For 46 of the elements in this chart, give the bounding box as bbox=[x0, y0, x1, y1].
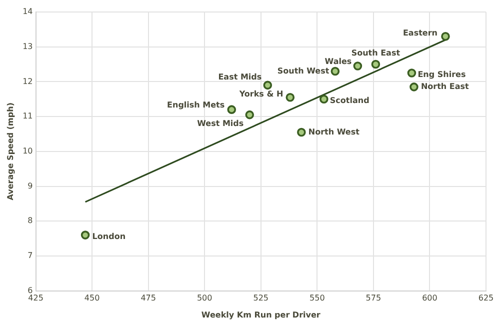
point bbox=[286, 92, 295, 102]
annotation: West Mids bbox=[197, 118, 244, 128]
y-tick-label: 11 bbox=[22, 112, 33, 121]
point bbox=[297, 128, 306, 137]
point bbox=[245, 110, 254, 120]
annotation: South West bbox=[277, 66, 330, 76]
y-tick-label: 7 bbox=[28, 251, 33, 260]
annotation: North East bbox=[420, 82, 470, 92]
x-axis-title: Weekly Km Run per Driver bbox=[201, 310, 320, 320]
annotation: Eastern bbox=[402, 28, 438, 38]
x-tick-label: 600 bbox=[422, 294, 438, 303]
y-tick-label: 9 bbox=[28, 181, 33, 190]
x-tick-label: 575 bbox=[366, 294, 382, 303]
point bbox=[330, 66, 340, 76]
x-tick-label: 425 bbox=[28, 294, 44, 303]
y-tick-label: 12 bbox=[22, 76, 33, 86]
x-tick-label: 500 bbox=[196, 294, 212, 303]
point bbox=[263, 80, 272, 90]
point bbox=[410, 82, 418, 92]
annotation: East Mids bbox=[218, 72, 262, 82]
annotation: South East bbox=[351, 48, 400, 58]
annotation: Eng Shires bbox=[418, 70, 466, 80]
y-axis-title: Average Speed (mph) bbox=[6, 102, 15, 200]
x-tick-label: 475 bbox=[140, 294, 156, 303]
point bbox=[353, 62, 362, 70]
x-tick-label: 550 bbox=[310, 294, 325, 303]
point bbox=[407, 68, 416, 78]
x-tick-label: 625 bbox=[478, 294, 494, 303]
annotation: English Mets bbox=[167, 100, 225, 110]
point bbox=[227, 105, 236, 114]
y-tick-label: 14 bbox=[22, 7, 33, 16]
point bbox=[441, 32, 450, 41]
x-tick-label: 450 bbox=[84, 294, 100, 303]
point bbox=[371, 60, 380, 69]
point bbox=[320, 94, 328, 104]
y-tick-label: 6 bbox=[28, 286, 33, 295]
point bbox=[80, 230, 90, 240]
annotation: Wales bbox=[324, 57, 352, 66]
y-tick-label: 13 bbox=[22, 42, 33, 51]
annotation: Scotland bbox=[330, 96, 370, 106]
annotation: London bbox=[92, 232, 126, 242]
y-tick-label: 8 bbox=[28, 216, 33, 226]
y-tick-label: 10 bbox=[22, 146, 33, 156]
x-tick-label: 525 bbox=[253, 294, 269, 303]
annotation: Yorks & H bbox=[238, 89, 284, 98]
annotation: North West bbox=[308, 127, 360, 136]
